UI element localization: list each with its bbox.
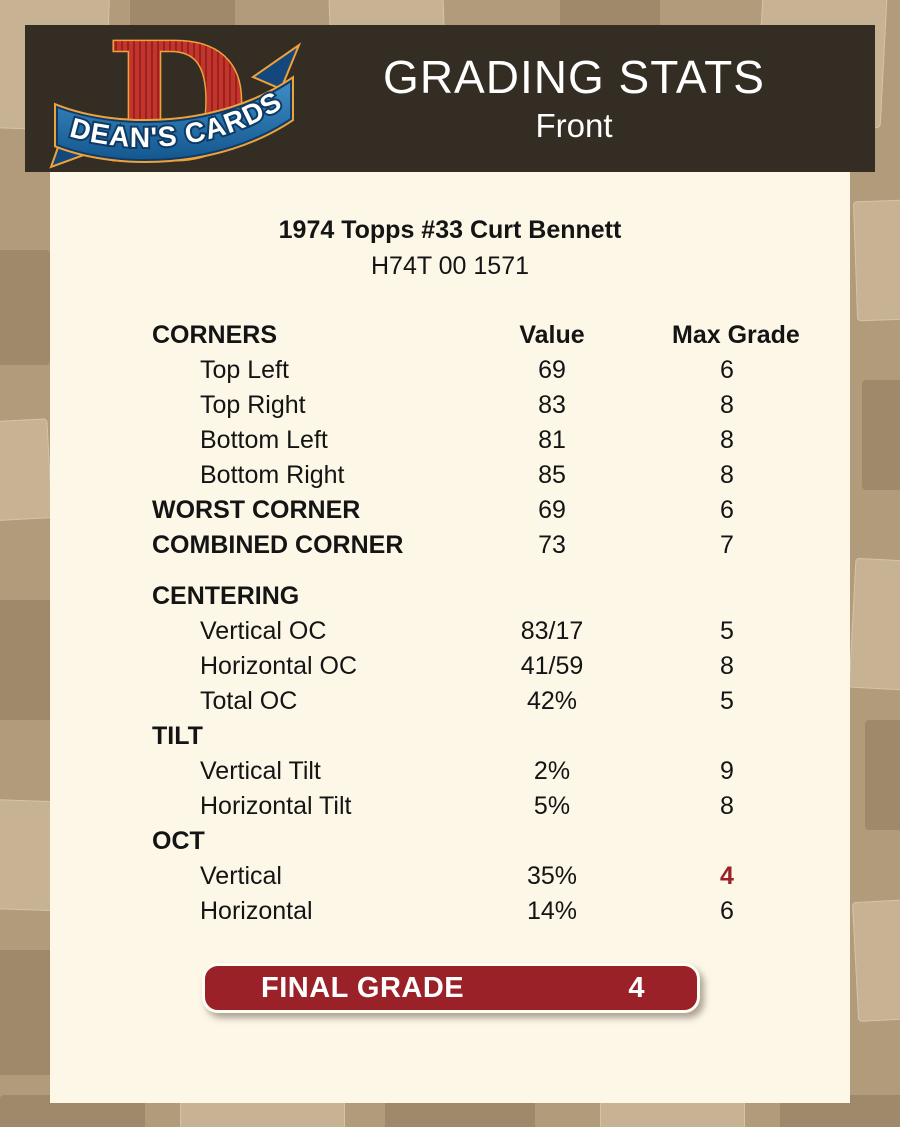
table-row: Horizontal OC 41/59 8 bbox=[50, 649, 850, 684]
background-card bbox=[0, 250, 50, 365]
row-label: Horizontal bbox=[200, 897, 313, 925]
row-value: 69 bbox=[538, 496, 566, 524]
header-titles: GRADING STATS Front bbox=[303, 51, 875, 145]
row-label: Bottom Left bbox=[200, 426, 328, 454]
final-grade-bar: FINAL GRADE 4 bbox=[202, 963, 700, 1013]
row-value: 42% bbox=[526, 687, 578, 715]
background-card bbox=[0, 600, 55, 720]
row-max-grade: 7 bbox=[720, 531, 734, 559]
table-row: Vertical 35% 4 bbox=[50, 859, 850, 894]
table-row: Horizontal Tilt 5% 8 bbox=[50, 789, 850, 824]
table-row: Bottom Right 85 8 bbox=[50, 458, 850, 493]
page-title: GRADING STATS bbox=[383, 51, 765, 104]
row-value: 73 bbox=[538, 531, 566, 559]
background-card bbox=[180, 1100, 345, 1127]
final-grade-label: FINAL GRADE bbox=[261, 971, 465, 1004]
row-max-grade: 9 bbox=[720, 757, 734, 785]
final-grade-value: 4 bbox=[628, 971, 645, 1004]
table-row: Horizontal 14% 6 bbox=[50, 894, 850, 929]
row-label: Horizontal OC bbox=[200, 652, 357, 680]
row-value: 5% bbox=[533, 792, 571, 820]
table-row: TILT bbox=[50, 719, 850, 754]
row-max-grade: 8 bbox=[720, 391, 734, 419]
row-label: Bottom Right bbox=[200, 461, 345, 489]
row-value: 85 bbox=[538, 461, 566, 489]
row-max-grade: 6 bbox=[720, 897, 734, 925]
row-max-grade: 6 bbox=[720, 496, 734, 524]
ribbon-band bbox=[56, 79, 292, 161]
row-value: 41/59 bbox=[520, 652, 584, 680]
row-value: 35% bbox=[526, 862, 578, 890]
row-label: Horizontal Tilt bbox=[200, 792, 352, 820]
ribbon-tail-right bbox=[250, 42, 302, 91]
row-label: CENTERING bbox=[152, 582, 300, 610]
row-max-grade: 5 bbox=[720, 617, 734, 645]
grading-table-body: Top Left 69 6 Top Right 83 8 Bottom Left… bbox=[50, 353, 850, 929]
table-row: Bottom Left 81 8 bbox=[50, 423, 850, 458]
row-max-grade: 8 bbox=[720, 461, 734, 489]
row-label: WORST CORNER bbox=[152, 496, 361, 524]
background-card bbox=[865, 720, 900, 830]
row-value: 83 bbox=[538, 391, 566, 419]
background-card bbox=[0, 798, 57, 912]
table-row: Vertical OC 83/17 5 bbox=[50, 614, 850, 649]
table-row: Total OC 42% 5 bbox=[50, 684, 850, 719]
page-subtitle: Front bbox=[535, 107, 613, 145]
content-panel: 1974 Topps #33 Curt Bennett H74T 00 1571… bbox=[50, 172, 850, 1103]
table-row: Top Right 83 8 bbox=[50, 388, 850, 423]
row-max-grade: 8 bbox=[720, 652, 734, 680]
row-label: Vertical Tilt bbox=[200, 757, 321, 785]
deans-cards-logo-graphic: D DEAN'S CARDS bbox=[49, 7, 302, 201]
column-header-corners: CORNERS bbox=[152, 321, 278, 349]
row-max-grade: 8 bbox=[720, 426, 734, 454]
table-header-row: CORNERS Value Max Grade bbox=[50, 318, 850, 353]
row-max-grade: 8 bbox=[720, 792, 734, 820]
row-label: OCT bbox=[152, 827, 205, 855]
row-label: TILT bbox=[152, 722, 203, 750]
row-label: Top Left bbox=[200, 356, 289, 384]
table-row: CENTERING bbox=[50, 579, 850, 614]
row-max-grade: 5 bbox=[720, 687, 734, 715]
header-bar: D DEAN'S CARDS GRADING STATS Front bbox=[25, 7, 875, 201]
row-value: 81 bbox=[538, 426, 566, 454]
row-label: Top Right bbox=[200, 391, 306, 419]
row-label: Total OC bbox=[200, 687, 298, 715]
row-label: Vertical bbox=[200, 862, 282, 890]
row-value: 83/17 bbox=[520, 617, 584, 645]
grading-table: CORNERS Value Max Grade Top Left 69 6 To… bbox=[50, 318, 850, 929]
row-value: 14% bbox=[526, 897, 578, 925]
row-label: Vertical OC bbox=[200, 617, 327, 645]
background-card bbox=[0, 418, 53, 522]
background-card bbox=[848, 557, 900, 693]
background-card bbox=[851, 897, 900, 1023]
column-header-max-grade: Max Grade bbox=[672, 321, 800, 349]
table-row: Vertical Tilt 2% 9 bbox=[50, 754, 850, 789]
table-row: WORST CORNER 69 6 bbox=[50, 493, 850, 528]
background-card bbox=[862, 380, 900, 490]
table-row: OCT bbox=[50, 824, 850, 859]
row-max-grade: 4 bbox=[720, 862, 734, 890]
deans-cards-logo: D DEAN'S CARDS bbox=[45, 7, 303, 201]
logo-letter-d: D bbox=[106, 8, 247, 199]
table-row: Top Left 69 6 bbox=[50, 353, 850, 388]
column-header-value: Value bbox=[519, 321, 585, 349]
table-row: COMBINED CORNER 73 7 bbox=[50, 528, 850, 563]
card-title: 1974 Topps #33 Curt Bennett bbox=[278, 216, 622, 244]
row-value: 69 bbox=[538, 356, 566, 384]
row-label: COMBINED CORNER bbox=[152, 531, 404, 559]
background-card bbox=[852, 198, 900, 322]
row-value: 2% bbox=[533, 757, 571, 785]
background-card bbox=[600, 1100, 745, 1127]
card-code: H74T 00 1571 bbox=[371, 252, 529, 280]
row-max-grade: 6 bbox=[720, 356, 734, 384]
